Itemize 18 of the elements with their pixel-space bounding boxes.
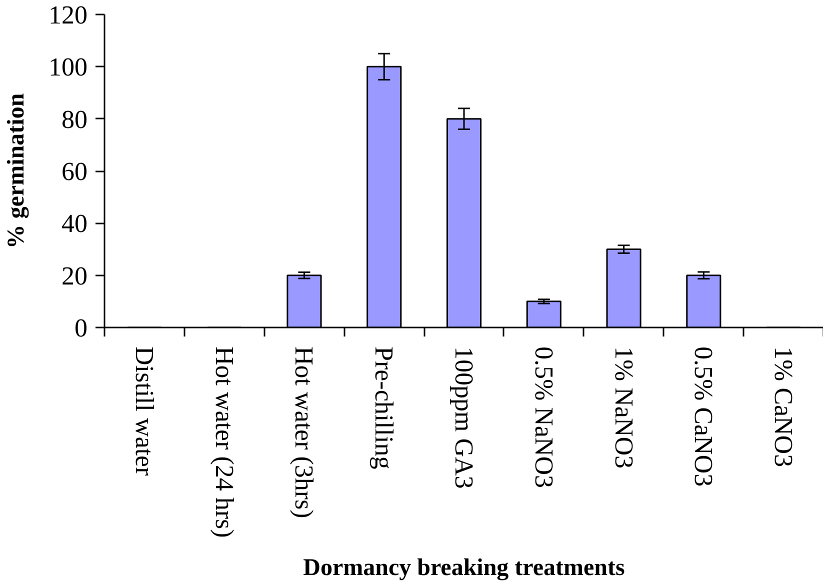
x-tick-label: Hot water (3hrs) [290, 346, 319, 518]
y-tick-label: 20 [62, 261, 88, 290]
x-tick-label: Hot water (24 hrs) [210, 346, 239, 538]
y-tick-label: 80 [62, 104, 88, 134]
x-tick-label: Distill water [130, 346, 159, 476]
y-tick-label: 60 [62, 157, 88, 186]
y-tick-label: 120 [48, 0, 88, 30]
y-tick-label: 100 [48, 52, 88, 82]
x-tick-label: 0.5% NaNO3 [529, 346, 558, 488]
x-axis-title: Dormancy breaking treatments [303, 554, 625, 581]
x-tick-label: 0.5% CaNO3 [689, 346, 718, 487]
y-axis-title: % germination [4, 93, 30, 249]
x-tick-label: 1% NaNO3 [609, 346, 638, 469]
y-tick-label: 40 [62, 209, 88, 238]
x-tick-label: Pre-chilling [370, 346, 399, 470]
x-tick-label: 1% CaNO3 [769, 346, 798, 468]
y-tick-label: 0 [74, 314, 88, 342]
x-tick-label: 100ppm GA3 [450, 346, 478, 489]
